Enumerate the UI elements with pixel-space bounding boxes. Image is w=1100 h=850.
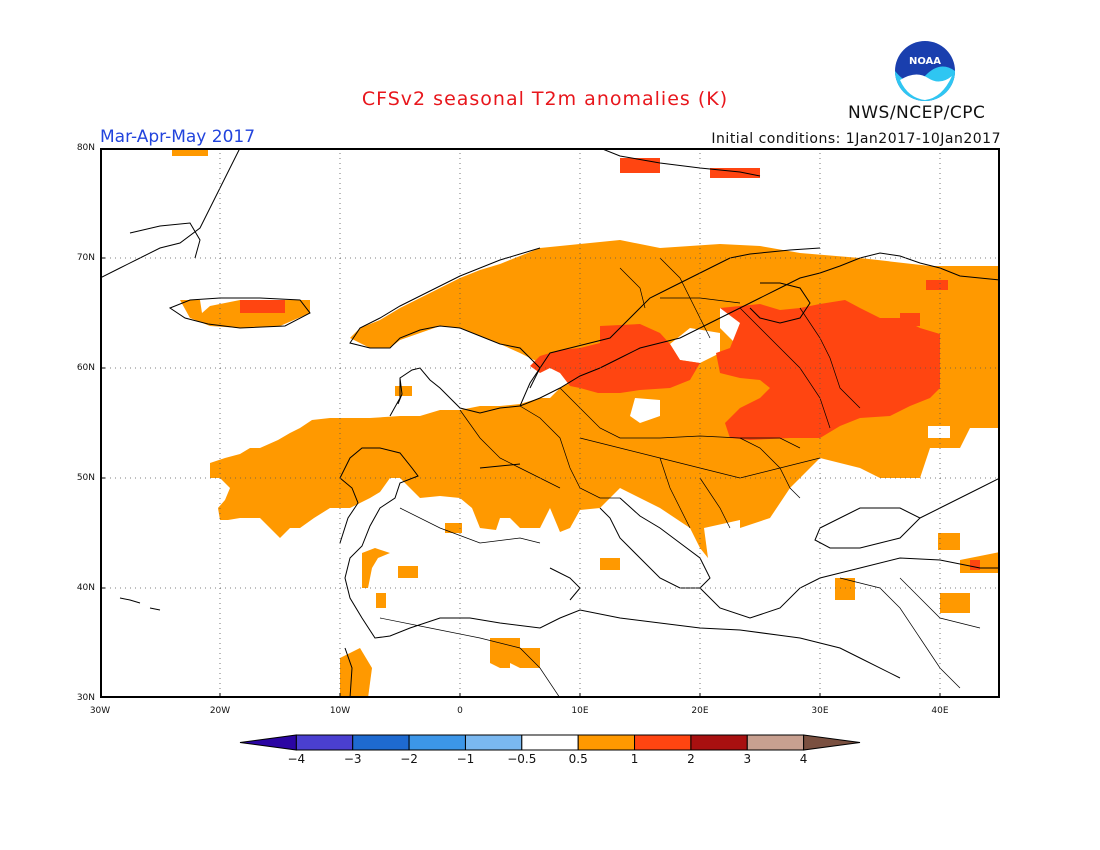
colorbar-segment-2 xyxy=(352,734,410,751)
lat-label-80n: 80N xyxy=(76,143,95,153)
colorbar-segment-7 xyxy=(634,734,692,751)
colorbar-label: −2 xyxy=(400,752,418,766)
lon-label-40e: 40E xyxy=(931,706,949,716)
anomaly-orange-region xyxy=(172,148,1000,698)
colorbar-segment-0 xyxy=(239,734,297,751)
lat-label-30n: 30N xyxy=(76,693,95,703)
noaa-logo: NOAA xyxy=(895,41,955,101)
colorbar-label: 1 xyxy=(630,752,639,766)
colorbar-label: 2 xyxy=(687,752,695,766)
initial-conditions-label: Initial conditions: 1Jan2017-10Jan2017 xyxy=(711,131,1001,147)
agency-label: NWS/NCEP/CPC xyxy=(848,103,986,123)
lat-label-60n: 60N xyxy=(76,363,95,373)
colorbar-label: −4 xyxy=(287,752,306,766)
colorbar-segment-5 xyxy=(521,734,579,751)
svg-text:NOAA: NOAA xyxy=(909,56,941,67)
colorbar-label: 4 xyxy=(799,752,808,766)
colorbar-label: 0.5 xyxy=(568,752,588,766)
lon-label-30w: 30W xyxy=(89,706,111,716)
colorbar-segment-3 xyxy=(408,734,466,751)
lat-label-70n: 70N xyxy=(76,253,95,263)
map-frame xyxy=(100,148,1000,698)
colorbar-segment-4 xyxy=(464,734,523,751)
lon-label-10w: 10W xyxy=(329,706,351,716)
coastlines xyxy=(100,148,1000,698)
colorbar-segment-6 xyxy=(577,734,636,751)
colorbar-segment-8 xyxy=(690,734,748,751)
map-title: CFSv2 seasonal T2m anomalies (K) xyxy=(361,88,729,110)
colorbar-label: −0.5 xyxy=(507,752,537,766)
lon-label-30e: 30E xyxy=(811,706,829,716)
colorbar-label: −3 xyxy=(343,752,362,766)
colorbar-label: 3 xyxy=(743,752,752,766)
colorbar-segment-10 xyxy=(803,734,861,751)
lon-label-10e: 10E xyxy=(571,706,589,716)
graticule xyxy=(100,148,1000,698)
colorbar-label: −1 xyxy=(456,752,475,766)
lat-label-40n: 40N xyxy=(76,583,95,593)
lat-label-50n: 50N xyxy=(76,473,95,483)
colorbar-segment-9 xyxy=(746,734,805,751)
anomaly-red-region xyxy=(240,158,980,570)
lon-label-20w: 20W xyxy=(209,706,231,716)
colorbar-segment-1 xyxy=(295,734,354,751)
lon-label-0: 0 xyxy=(457,706,463,716)
colorbar xyxy=(239,734,861,751)
country-borders xyxy=(379,257,981,698)
season-label: Mar-Apr-May 2017 xyxy=(100,127,256,147)
lon-label-20e: 20E xyxy=(691,706,709,716)
anomaly-map xyxy=(100,148,1000,698)
